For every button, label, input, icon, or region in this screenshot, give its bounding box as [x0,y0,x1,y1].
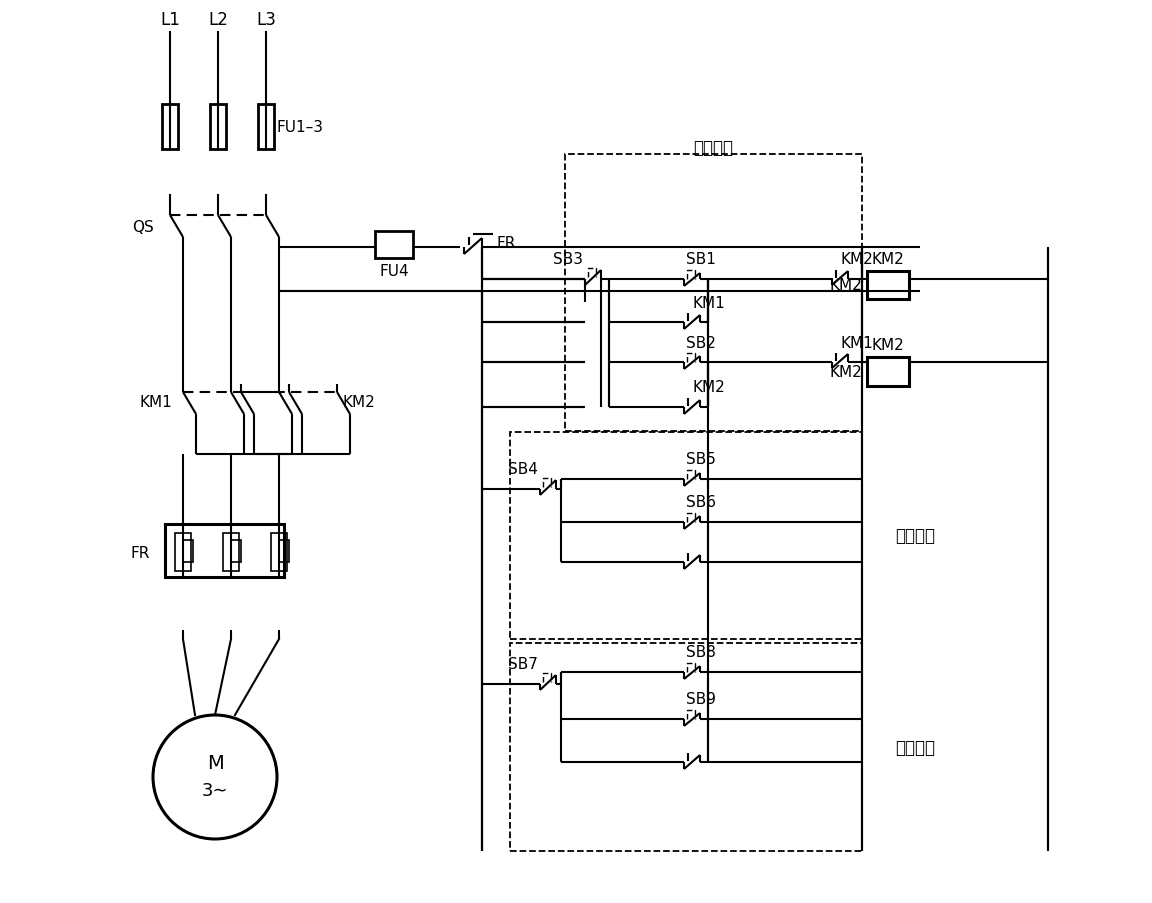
Text: L2: L2 [209,11,228,29]
Text: SB6: SB6 [685,495,717,510]
Text: KM2: KM2 [829,365,862,379]
Text: KM2: KM2 [342,396,374,410]
Text: FU4: FU4 [379,265,409,279]
Bar [279,540,289,563]
Text: L1: L1 [160,11,180,29]
Text: 乙地控制: 乙地控制 [895,526,935,545]
Bar [175,534,191,572]
Text: 3∼: 3∼ [202,781,228,799]
Text: SB2: SB2 [685,335,715,350]
Text: QS: QS [132,220,153,236]
Text: KM1: KM1 [840,335,873,350]
Text: KM2: KM2 [829,278,862,293]
Text: FR: FR [130,546,150,561]
Text: M: M [206,754,223,773]
Bar [376,232,414,259]
Bar [867,272,909,300]
Text: KM2: KM2 [692,380,725,396]
Bar [867,358,909,386]
Text: 丙地控制: 丙地控制 [895,738,935,756]
Text: SB1: SB1 [685,252,715,267]
Text: SB8: SB8 [685,645,715,660]
Bar [510,433,862,639]
Text: FU1–3: FU1–3 [276,120,323,135]
Text: L3: L3 [256,11,276,29]
Bar [165,525,285,577]
Bar [183,540,194,563]
Text: 甲地控制: 甲地控制 [694,139,733,157]
Bar [210,105,226,150]
Bar [162,105,179,150]
Text: SB3: SB3 [553,252,583,267]
Text: SB4: SB4 [508,462,538,477]
Text: KM1: KM1 [139,396,172,410]
Text: SB5: SB5 [685,452,715,467]
Text: SB7: SB7 [508,656,538,672]
Text: KM2: KM2 [840,252,873,267]
Text: KM1: KM1 [692,295,725,310]
Bar [510,643,862,851]
Text: KM2: KM2 [872,338,904,353]
Text: SB9: SB9 [685,692,717,707]
Text: FR: FR [497,236,515,250]
Text: KM2: KM2 [872,252,904,267]
Bar [271,534,287,572]
Bar [258,105,274,150]
Bar [564,154,862,432]
Bar [223,534,238,572]
Bar [232,540,241,563]
